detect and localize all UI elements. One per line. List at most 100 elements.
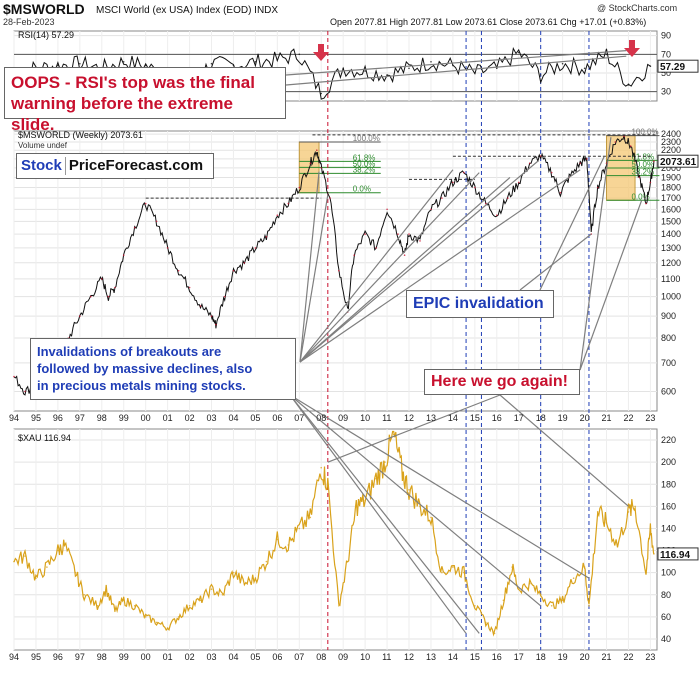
x-axis-tick-label: 11 [382, 413, 391, 423]
x-axis-tick-label: 10 [360, 652, 370, 662]
xau-data-point [616, 544, 619, 546]
epic-invalidation-callout: EPIC invalidation [406, 290, 554, 318]
xau-data-point [327, 483, 329, 486]
fib-level-label: 100.0% [631, 128, 658, 137]
price-data-point [243, 262, 246, 264]
xau-y-tick-label: 40 [661, 634, 671, 644]
price-data-point [623, 135, 625, 138]
fib-level-label: 0.0% [353, 185, 371, 194]
price-y-tick-label: 2200 [661, 145, 681, 155]
x-axis-tick-label: 16 [492, 413, 502, 423]
x-axis-tick-label: 94 [9, 652, 19, 662]
x-axis-tick-label: 05 [250, 652, 260, 662]
price-y-tick-label: 2000 [661, 163, 681, 173]
price-data-point [309, 162, 312, 165]
xau-data-point [155, 621, 158, 624]
xau-data-point [320, 466, 323, 469]
oops-callout: OOPS - RSI's top was the final warning b… [4, 67, 286, 134]
price-data-point [485, 202, 487, 205]
rsi-data-point [254, 61, 257, 63]
price-data-point [629, 145, 632, 147]
price-last-value-box [657, 154, 699, 168]
x-axis-tick-label: 11 [382, 652, 391, 662]
pointer-fan-line [285, 50, 627, 76]
rsi-data-point [561, 62, 564, 65]
price-data-point [177, 269, 180, 272]
pointer-fan-line [327, 394, 501, 463]
price-data-point [419, 240, 421, 242]
symbol-description: MSCI World (ex USA) Index (EOD) INDX [96, 5, 278, 16]
xau-data-point [392, 433, 395, 436]
price-data-point [474, 186, 476, 189]
x-axis-tick-label: 23 [645, 652, 655, 662]
rsi-data-point [342, 67, 345, 70]
price-data-point [586, 158, 588, 160]
pointer-fan-line [299, 172, 480, 363]
xau-data-point [265, 560, 268, 563]
pointer-fan-line [299, 160, 539, 363]
x-axis-tick-label: 20 [580, 652, 590, 662]
price-y-tick-label: 600 [661, 386, 676, 396]
xau-last-value-label: 116.94 [660, 550, 690, 561]
header-date: 28-Feb-2023 [3, 17, 55, 27]
symbol-title: $MSWORLD [3, 1, 85, 17]
price-data-point [375, 247, 377, 249]
pointer-fan-line [285, 55, 627, 86]
ohlc-readout: Open 2077.81 High 2077.81 Low 2073.61 Cl… [330, 17, 646, 27]
fib-level-label: 50.0% [631, 160, 654, 169]
rsi-y-tick-label: 90 [661, 31, 671, 41]
xau-y-tick-label: 180 [661, 479, 676, 489]
x-axis-tick-label: 00 [141, 652, 151, 662]
x-axis-tick-label: 18 [536, 413, 546, 423]
xau-data-point [441, 571, 443, 574]
xau-data-point [309, 516, 312, 519]
price-data-point [13, 375, 15, 378]
rsi-y-tick-label: 70 [661, 49, 671, 59]
price-data-point [101, 278, 103, 280]
x-axis-tick-label: 97 [75, 413, 85, 423]
price-data-point [144, 202, 147, 205]
xau-data-point [596, 511, 599, 513]
rsi-data-point [605, 53, 608, 56]
xau-data-point [539, 594, 542, 596]
x-axis-tick-label: 13 [426, 652, 436, 662]
rsi-data-point [583, 67, 586, 70]
pointer-fan-line [579, 137, 612, 371]
price-data-point [353, 254, 356, 256]
price-data-point [199, 305, 202, 307]
xau-data-point [74, 571, 77, 574]
x-axis-tick-label: 16 [492, 652, 502, 662]
x-axis-tick-label: 19 [558, 413, 568, 423]
pointer-fan-line [299, 169, 454, 363]
chart-header: $MSWORLD MSCI World (ex USA) Index (EOD)… [3, 1, 677, 443]
price-data-point [452, 181, 454, 184]
price-y-tick-label: 1000 [661, 292, 681, 302]
x-axis-tick-label: 99 [119, 413, 129, 423]
price-data-point [645, 202, 647, 205]
x-axis-tick-label: 12 [404, 413, 414, 423]
price-last-value-label: 2073.61 [660, 157, 697, 168]
x-axis-tick-label: 99 [119, 652, 129, 662]
x-axis-tick-label: 08 [316, 652, 326, 662]
xau-data-point [550, 605, 553, 607]
pointer-fan-line [299, 176, 511, 363]
rsi-data-point [232, 64, 235, 67]
xau-data-point [243, 582, 246, 585]
axis-labels: 3050709057.29600700800900100011001200130… [9, 31, 699, 662]
rsi-data-point [79, 62, 81, 65]
xau-data-point [502, 599, 505, 602]
price-y-tick-label: 2400 [661, 129, 681, 139]
rsi-title: RSI(14) 57.29 [18, 30, 74, 40]
x-axis-tick-label: 00 [141, 413, 151, 423]
xau-data-point [485, 621, 487, 624]
pointer-fan-line [289, 394, 590, 579]
xau-data-point [419, 505, 421, 508]
x-axis-tick-label: 03 [207, 652, 217, 662]
price-data-point [107, 295, 110, 298]
xau-data-point [493, 632, 496, 635]
xau-data-point [221, 594, 224, 596]
price-data-point [316, 149, 318, 151]
fib-level-label: 38.2% [631, 168, 654, 177]
xau-data-point [474, 605, 476, 607]
logo-priceforecast: PriceForecast.com [68, 157, 204, 174]
